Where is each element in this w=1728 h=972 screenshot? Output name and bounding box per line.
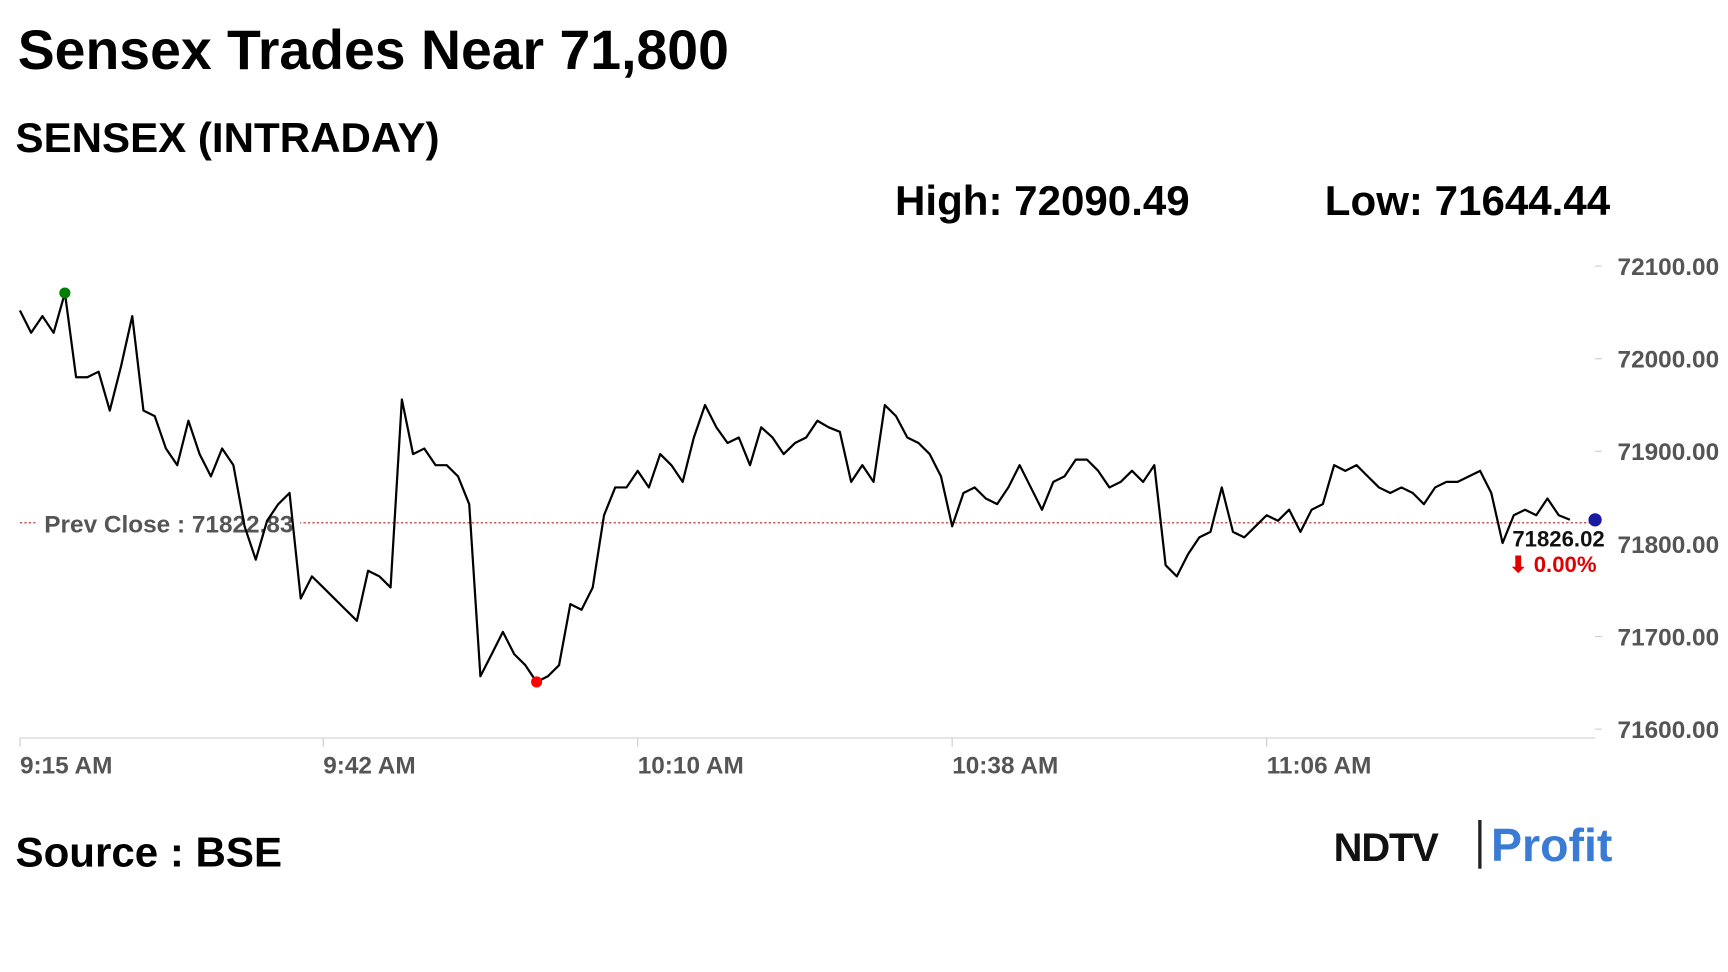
end-marker [1588,513,1602,527]
x-tick-label: 9:42 AM [323,752,416,779]
high-label: High: 72090.49 [895,177,1190,224]
y-tick-label: 72100.00 [1618,254,1720,281]
prev-close-label: Prev Close : 71822.83 [44,512,293,539]
y-tick-label: 71700.00 [1618,624,1720,651]
high-marker [59,287,71,299]
x-tick-label: 11:06 AM [1267,752,1372,779]
subtitle: SENSEX (INTRADAY) [16,114,440,161]
label-bg [37,511,301,539]
y-tick-label: 71800.00 [1618,532,1720,559]
price-line [18,291,1571,684]
low-marker [531,676,543,688]
low-label: Low: 71644.44 [1325,177,1611,224]
x-tick-label: 10:10 AM [638,752,744,779]
x-tick-label: 10:38 AM [952,752,1058,779]
source: Source : BSE [16,828,283,875]
brand-ndtv: NDTV [1334,826,1440,870]
change-label: ⬇ 0.00% [1509,552,1597,577]
y-tick-label: 71900.00 [1618,439,1720,466]
title: Sensex Trades Near 71,800 [18,19,729,81]
x-tick-label: 9:15 AM [20,752,113,779]
y-tick-label: 71600.00 [1618,717,1720,744]
brand-profit: Profit [1491,819,1612,871]
y-tick-label: 72000.00 [1618,347,1720,374]
last-value: 71826.02 [1512,526,1604,551]
